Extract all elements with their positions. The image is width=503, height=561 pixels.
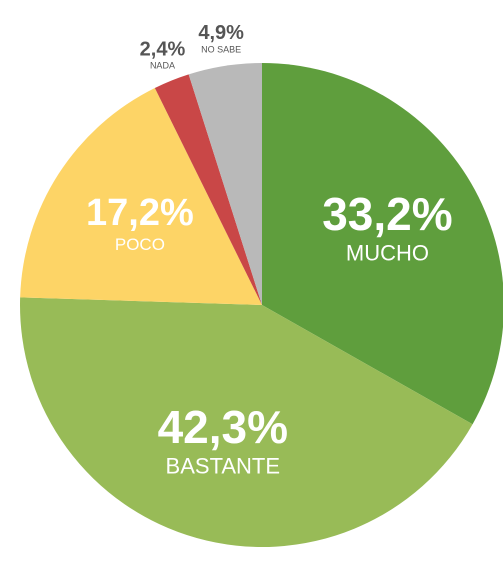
category-label: BASTANTE	[166, 454, 281, 479]
category-label: POCO	[115, 235, 165, 254]
pie-slice	[20, 297, 473, 547]
value-label: 33,2%	[322, 188, 452, 240]
value-label: 42,3%	[158, 401, 288, 453]
value-label: 17,2%	[86, 192, 194, 234]
pie-slice	[188, 63, 262, 305]
category-label: NO SABE	[201, 44, 241, 54]
pie-slice	[262, 63, 503, 425]
value-label: 2,4%	[140, 38, 186, 60]
pie-slice	[20, 88, 262, 305]
pie-slice	[154, 74, 262, 305]
category-label: NADA	[150, 60, 175, 70]
category-label: MUCHO	[346, 241, 429, 266]
value-label: 4,9%	[198, 22, 244, 44]
